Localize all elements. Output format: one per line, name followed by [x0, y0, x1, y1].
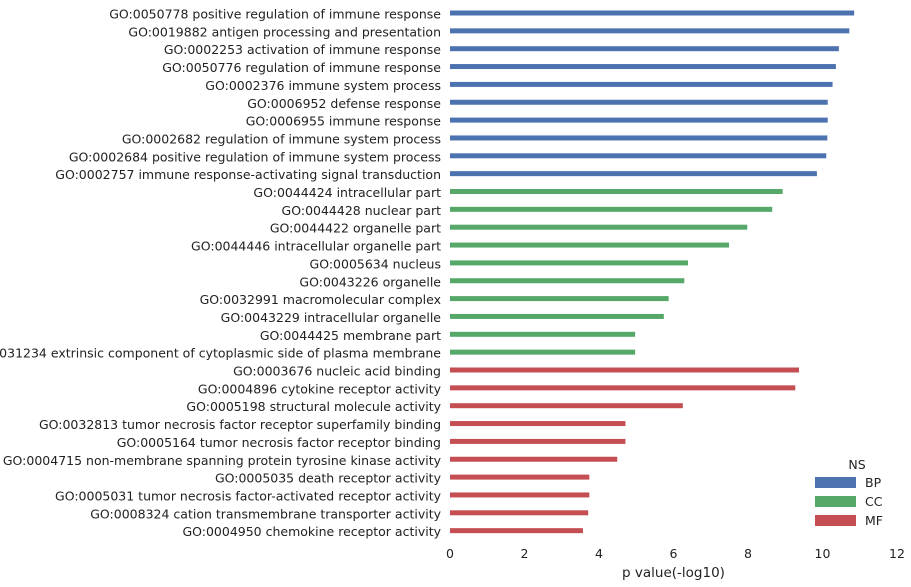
legend-swatch-cc — [815, 496, 856, 507]
category-label: GO:0019882 antigen processing and presen… — [128, 24, 441, 39]
bar-bp — [450, 46, 839, 52]
category-labels: GO:0050778 positive regulation of immune… — [0, 7, 442, 540]
legend: NS BP CC MF — [815, 457, 883, 528]
category-label: GO:0002757 immune response-activating si… — [55, 167, 441, 182]
x-tick-label: 2 — [521, 546, 529, 561]
bar-bp — [450, 64, 836, 70]
bar-cc — [450, 189, 783, 194]
category-label: GO:0005031 tumor necrosis factor-activat… — [55, 488, 442, 503]
category-label: GO:0003676 nucleic acid binding — [233, 364, 441, 379]
bar-cc — [450, 206, 773, 212]
category-label: GO:0002682 regulation of immune system p… — [122, 131, 441, 146]
x-tick-label: 10 — [815, 546, 831, 561]
category-label: GO:0044446 intracellular organelle part — [191, 239, 441, 254]
legend-title: NS — [848, 457, 865, 472]
bar-mf — [450, 421, 626, 427]
bar-bp — [450, 10, 855, 16]
category-label: GO:0002684 positive regulation of immune… — [69, 149, 441, 164]
bar-mf — [450, 528, 583, 534]
legend-label-mf: MF — [865, 513, 883, 528]
bar-cc — [450, 260, 689, 266]
legend-label-bp: BP — [865, 475, 882, 490]
category-label: GO:0044425 membrane part — [260, 328, 441, 343]
bar-cc — [450, 331, 636, 337]
category-label: GO:0044422 organelle part — [270, 221, 441, 236]
x-axis-label: p value(-log10) — [622, 565, 725, 581]
bar-cc — [450, 278, 685, 284]
category-label: GO:0043226 organelle — [299, 274, 441, 289]
category-label: GO:0002376 immune system process — [205, 78, 441, 93]
bar-mf — [450, 367, 800, 373]
bars-layer — [450, 10, 855, 534]
bar-bp — [450, 171, 817, 177]
category-label: GO:0008324 cation transmembrane transpor… — [90, 506, 441, 521]
x-tick-label: 6 — [670, 546, 678, 561]
bar-cc — [450, 296, 669, 302]
category-label: GO:0006955 immune response — [246, 114, 442, 129]
x-tick-label: 12 — [889, 546, 905, 561]
category-label: GO:0005164 tumor necrosis factor recepto… — [117, 435, 441, 450]
bar-mf — [450, 474, 590, 480]
category-label: GO:0004950 chemokine receptor activity — [182, 524, 441, 539]
category-label: GO:0032991 macromolecular complex — [200, 292, 441, 307]
category-label: GO:0002253 activation of immune response — [164, 42, 441, 57]
bar-bp — [450, 81, 833, 87]
category-label: GO:0031234 extrinsic component of cytopl… — [0, 346, 441, 361]
legend-label-cc: CC — [865, 494, 883, 509]
bar-mf — [450, 510, 589, 516]
bar-mf — [450, 403, 683, 409]
x-tick-label: 0 — [446, 546, 454, 561]
bar-bp — [450, 99, 828, 105]
category-label: GO:0005035 death receptor activity — [215, 471, 442, 486]
bar-bp — [450, 135, 828, 141]
category-label: GO:0044424 intracellular part — [253, 185, 441, 200]
category-label: GO:0043229 intracellular organelle — [221, 310, 442, 325]
category-label: GO:0044428 nuclear part — [282, 203, 442, 218]
bar-cc — [450, 349, 636, 355]
category-label: GO:0050776 regulation of immune response — [162, 60, 441, 75]
bar-mf — [450, 456, 618, 462]
x-tick-label: 8 — [744, 546, 752, 561]
x-tick-label: 4 — [595, 546, 603, 561]
bar-mf — [450, 438, 626, 444]
bar-bp — [450, 28, 850, 34]
category-label: GO:0004896 cytokine receptor activity — [198, 381, 442, 396]
legend-swatch-mf — [815, 515, 856, 526]
bar-cc — [450, 224, 748, 230]
category-label: GO:0032813 tumor necrosis factor recepto… — [39, 417, 441, 432]
bar-cc — [450, 242, 730, 248]
bar-bp — [450, 153, 827, 159]
category-label: GO:0006952 defense response — [247, 96, 441, 111]
category-label: GO:0004715 non-membrane spanning protein… — [3, 453, 442, 468]
bar-bp — [450, 117, 828, 123]
category-label: GO:0005634 nucleus — [310, 256, 441, 271]
bar-cc — [450, 313, 664, 319]
x-axis: 0 2 4 6 8 10 12 — [446, 546, 905, 561]
bar-mf — [450, 385, 796, 391]
category-label: GO:0005198 structural molecule activity — [186, 399, 441, 414]
legend-swatch-bp — [815, 477, 856, 488]
bar-mf — [450, 492, 590, 498]
category-label: GO:0050778 positive regulation of immune… — [109, 7, 441, 22]
